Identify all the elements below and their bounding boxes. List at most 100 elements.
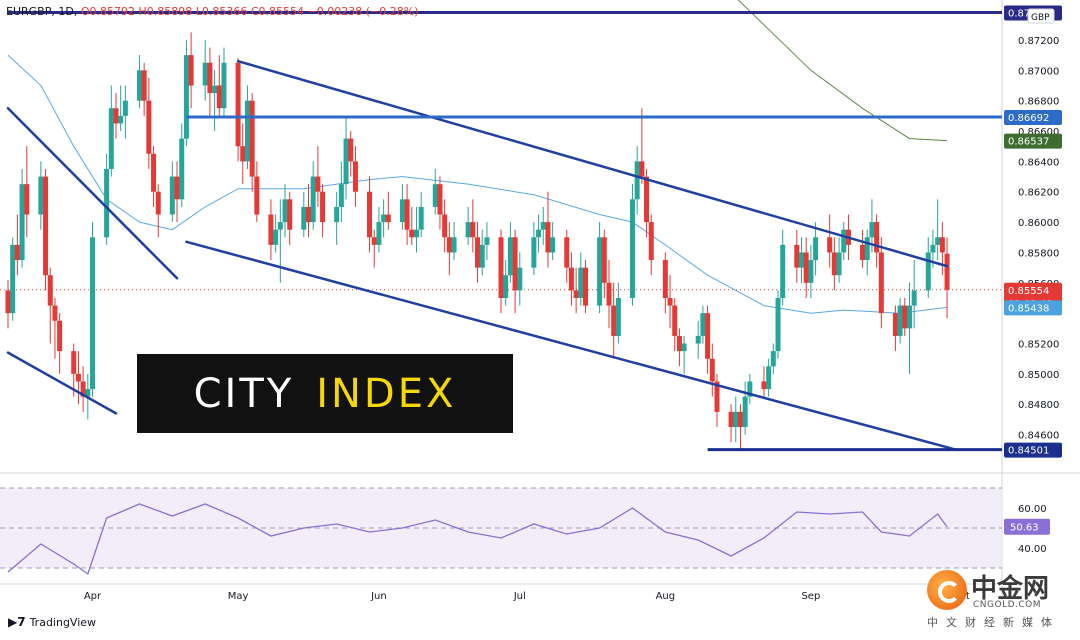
candle-body — [742, 396, 748, 428]
candle-body — [874, 222, 880, 253]
candle-body — [583, 267, 589, 306]
candle-body — [442, 214, 448, 238]
candle-body — [639, 161, 645, 177]
candle-body — [136, 70, 142, 101]
candle-body — [479, 244, 485, 268]
price-label-text: 0.84501 — [1008, 446, 1049, 457]
currency-badge — [1027, 8, 1055, 24]
cngold-logo-icon — [927, 570, 967, 610]
candle-body — [57, 320, 63, 352]
candle-body — [207, 62, 213, 94]
candle-body — [19, 184, 25, 261]
candle-body — [906, 305, 912, 329]
candle-body — [282, 199, 288, 223]
candle-body — [700, 313, 706, 336]
cngold-name: 中金网 — [971, 574, 1050, 604]
candle-body — [254, 176, 260, 215]
candle-body — [803, 252, 809, 283]
time-axis-label: May — [228, 591, 249, 602]
candle-body — [437, 184, 443, 215]
candle-body — [169, 176, 175, 215]
tradingview-label: TradingView — [29, 615, 97, 629]
candle-body — [75, 373, 81, 382]
candle-body — [47, 275, 53, 306]
time-axis-label: Jul — [513, 591, 526, 602]
candle-body — [305, 206, 311, 223]
time-axis-label: Apr — [84, 591, 102, 602]
candle-body — [38, 176, 44, 215]
ma-slow-line — [737, 0, 948, 142]
candle-body — [451, 237, 457, 253]
candle-body — [728, 411, 734, 428]
candle-body — [892, 313, 898, 336]
candle-body — [507, 237, 513, 276]
candle-body — [343, 138, 349, 185]
cngold-watermark: 中金网 CNGOLD.COM 中文财经新媒体 — [925, 568, 1075, 630]
candle-body — [188, 55, 194, 86]
rsi-value-label: 50.63 — [1010, 523, 1039, 534]
trend-line-channel-lower — [185, 240, 958, 452]
candle-body — [911, 290, 917, 306]
candle-body — [43, 176, 49, 276]
candle-body — [517, 267, 523, 291]
watermark-word-2: INDEX — [316, 370, 457, 417]
candle-body — [629, 199, 635, 298]
candle-body — [836, 252, 842, 276]
time-axis-label: Sep — [801, 591, 820, 602]
candle-body — [831, 252, 837, 276]
candle-body — [939, 237, 945, 253]
candle-body — [808, 260, 814, 283]
price-tick-label: 0.84800 — [1018, 400, 1059, 411]
candle-body — [615, 297, 621, 336]
candle-body — [338, 184, 344, 207]
candle-body — [277, 222, 283, 230]
currency-label: GBP — [1031, 13, 1050, 23]
candle-body — [179, 138, 185, 200]
candle-body — [244, 100, 250, 162]
price-tick-label: 0.86600 — [1018, 127, 1059, 138]
candle-body — [399, 199, 405, 223]
candle-body — [287, 199, 293, 230]
trend-line-prior-lower — [6, 351, 118, 415]
low-value: L0.85366 — [195, 5, 248, 18]
candle-body — [446, 237, 452, 253]
candle-body — [925, 252, 931, 291]
price-tick-label: 0.86800 — [1018, 97, 1059, 108]
price-label-badge — [1004, 442, 1062, 458]
candle-body — [545, 222, 551, 253]
candle-body — [470, 222, 476, 238]
price-label-badge — [1004, 300, 1062, 316]
city-index-watermark: CITY INDEX — [137, 354, 513, 433]
candle-body — [531, 237, 537, 268]
candle-body — [108, 108, 114, 169]
candle-body — [10, 244, 16, 314]
candle-body — [709, 358, 715, 382]
candle-body — [151, 153, 157, 192]
candle-body — [512, 237, 518, 291]
tradingview-badge[interactable]: ▶7 TradingView — [8, 615, 96, 629]
price-label-text: 0.85554 — [1008, 286, 1049, 297]
candle-body — [667, 297, 673, 306]
time-axis-label: Aug — [656, 591, 676, 602]
candle-body — [733, 411, 739, 428]
candle-body — [611, 305, 617, 336]
candle-body — [90, 237, 96, 390]
candle-body — [348, 138, 354, 162]
candle-body — [240, 146, 246, 162]
price-tick-label: 0.87000 — [1018, 66, 1059, 77]
price-tick-label: 0.86000 — [1018, 218, 1059, 229]
candle-body — [644, 176, 650, 223]
candle-body — [869, 222, 875, 238]
candle-body — [475, 237, 481, 268]
price-tick-label: 0.85800 — [1018, 248, 1059, 259]
candle-body — [681, 343, 687, 352]
candle-body — [52, 305, 58, 321]
candle-body — [432, 184, 438, 207]
rsi-line — [7, 503, 948, 576]
candle-body — [705, 313, 711, 359]
candle-body — [80, 381, 86, 397]
candle-body — [573, 290, 579, 298]
candle-body — [174, 176, 180, 200]
candle-body — [334, 206, 340, 223]
price-label-text: 0.86692 — [1008, 113, 1049, 124]
